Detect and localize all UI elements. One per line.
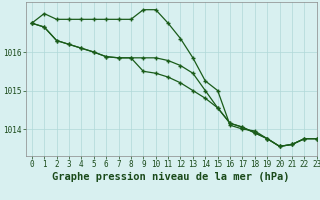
X-axis label: Graphe pression niveau de la mer (hPa): Graphe pression niveau de la mer (hPa) bbox=[52, 172, 290, 182]
